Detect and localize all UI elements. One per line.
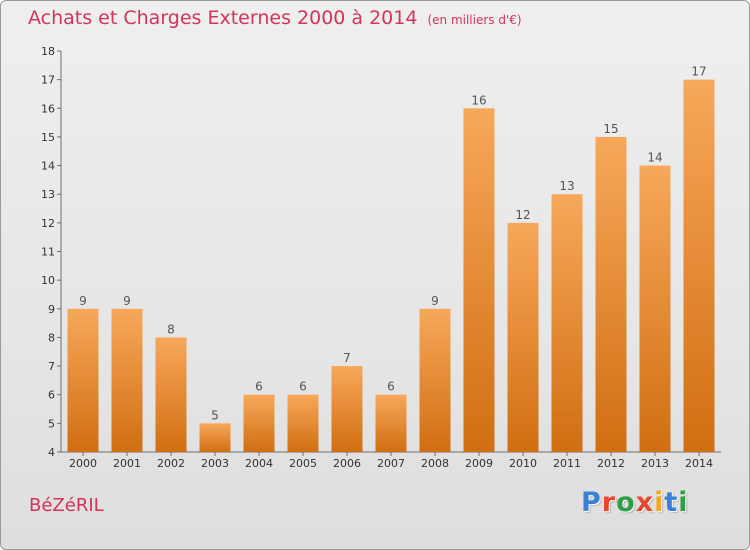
logo-letter: r	[601, 487, 617, 518]
y-tick-label: 6	[48, 389, 55, 402]
x-tick-label: 2013	[641, 457, 669, 470]
y-tick-label: 14	[41, 160, 55, 173]
x-tick-label: 2014	[685, 457, 713, 470]
bar	[639, 165, 671, 453]
y-tick-label: 5	[48, 417, 55, 430]
logo-letter: P	[581, 487, 602, 518]
bar	[331, 366, 363, 452]
logo-letter: i	[654, 487, 665, 518]
y-tick-label: 18	[41, 45, 55, 58]
x-tick-label: 2002	[157, 457, 185, 470]
data-label: 17	[691, 65, 706, 79]
chart-unit: (en milliers d'€)	[427, 13, 522, 27]
data-label: 6	[387, 380, 395, 394]
data-label: 6	[299, 380, 307, 394]
chart-title-block: Achats et Charges Externes 2000 à 2014 (e…	[28, 7, 522, 29]
x-tick-label: 2011	[553, 457, 581, 470]
data-label: 7	[343, 351, 351, 365]
y-tick-label: 9	[48, 303, 55, 316]
y-tick-label: 17	[41, 74, 55, 87]
bar	[155, 337, 187, 452]
x-tick-label: 2000	[69, 457, 97, 470]
y-tick-label: 15	[41, 131, 55, 144]
x-tick-label: 2006	[333, 457, 361, 470]
proxiti-logo[interactable]: Proxiti	[581, 487, 689, 518]
x-tick-label: 2009	[465, 457, 493, 470]
x-tick-label: 2008	[421, 457, 449, 470]
data-label: 9	[431, 294, 439, 308]
y-tick-label: 16	[41, 102, 55, 115]
data-label: 6	[255, 380, 263, 394]
x-tick-label: 2004	[245, 457, 273, 470]
chart-bars	[67, 79, 715, 453]
bar	[463, 108, 495, 453]
y-tick-label: 11	[41, 246, 55, 259]
bar	[595, 136, 627, 452]
bar	[243, 394, 275, 452]
data-label: 14	[647, 151, 662, 165]
y-tick-label: 7	[48, 360, 55, 373]
x-tick-label: 2007	[377, 457, 405, 470]
bar	[683, 79, 715, 453]
x-tick-label: 2001	[113, 457, 141, 470]
logo-letter: o	[616, 487, 636, 518]
bar	[551, 194, 583, 452]
bar	[67, 308, 99, 452]
data-label: 16	[471, 93, 486, 107]
chart-title: Achats et Charges Externes 2000 à 2014	[28, 7, 418, 29]
data-label: 9	[79, 294, 87, 308]
y-tick-label: 12	[41, 217, 55, 230]
x-tick-label: 2003	[201, 457, 229, 470]
bar	[287, 394, 319, 452]
data-label: 12	[515, 208, 530, 222]
data-label: 5	[211, 408, 219, 422]
bar	[419, 308, 451, 452]
logo-letter: t	[664, 487, 679, 518]
bar	[111, 308, 143, 452]
logo-letter: i	[678, 487, 689, 518]
bar	[199, 423, 231, 452]
commune-name: BéZéRIL	[29, 495, 104, 516]
data-label: 9	[123, 294, 131, 308]
logo-letter: x	[635, 487, 655, 518]
bar	[375, 394, 407, 452]
y-tick-label: 8	[48, 331, 55, 344]
data-label: 13	[559, 179, 574, 193]
data-label: 8	[167, 322, 175, 336]
chart-data-labels: 9 9 8 5 6 6 7 6 9 16 12 13 15 14 17	[79, 65, 706, 423]
x-tick-label: 2012	[597, 457, 625, 470]
y-tick-label: 4	[48, 446, 55, 459]
y-tick-label: 10	[41, 274, 55, 287]
bar	[507, 222, 539, 452]
x-tick-label: 2005	[289, 457, 317, 470]
data-label: 15	[603, 122, 618, 136]
y-tick-label: 13	[41, 188, 55, 201]
x-tick-label: 2010	[509, 457, 537, 470]
